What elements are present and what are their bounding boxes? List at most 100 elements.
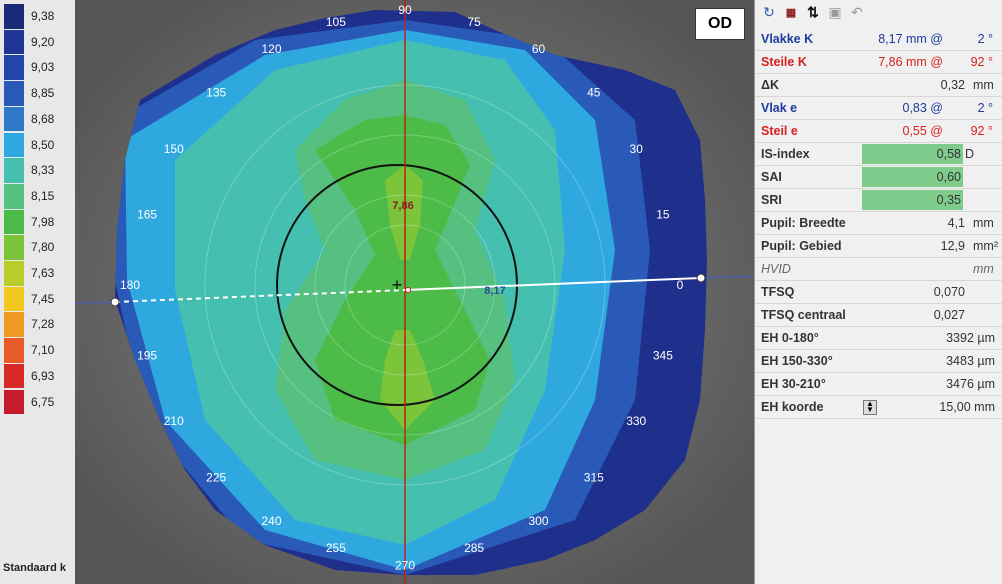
delta-k-row: ΔK 0,32 mm: [755, 74, 1002, 97]
scale-row: 9,20: [0, 29, 75, 56]
angle-label: 120: [261, 42, 281, 56]
eye-indicator: OD: [695, 8, 745, 40]
scale-value: 7,45: [31, 291, 55, 306]
vlakke-k-value: 8,17 mm @: [878, 32, 943, 46]
pupil-breedte-label: Pupil: Breedte: [761, 216, 846, 230]
reference-line-right: [700, 275, 754, 279]
undo-icon[interactable]: ↶: [851, 3, 863, 20]
scale-swatch: [4, 29, 24, 55]
scale-row: 7,10: [0, 338, 75, 364]
flat-axis-dashed: [114, 289, 406, 303]
scale-swatch: [4, 235, 24, 260]
angle-label: 225: [206, 471, 226, 485]
angle-label: 210: [164, 414, 184, 428]
is-index-indicator: [862, 144, 963, 164]
scale-swatch: [4, 55, 24, 81]
pupil-breedte-row: Pupil: Breedte 4,1 mm: [755, 212, 1002, 235]
angle-label: 240: [261, 514, 281, 528]
delta-k-value: 0,32: [940, 78, 965, 92]
scale-row: 8,15: [0, 183, 75, 210]
tfsq-centraal-label: TFSQ centraal: [761, 308, 846, 322]
angle-label: 60: [532, 42, 546, 56]
eh-150-330-row: EH 150-330° 3483 µm: [755, 350, 1002, 373]
pupil-gebied-label: Pupil: Gebied: [761, 239, 842, 253]
color-scale: 9,38 9,20 9,03 8,85 8,68 8,50 8,33 8,15 7,98 7,80…: [0, 0, 75, 584]
scale-value: 7,80: [31, 240, 55, 255]
tfsq-label: TFSQ: [761, 285, 795, 299]
axis-handle-left[interactable]: [110, 297, 120, 307]
scale-value: 9,20: [31, 34, 55, 49]
scale-value: 7,98: [31, 214, 55, 229]
topography-svg: + 7,86 8,17 9075604530150345330315300285…: [75, 0, 754, 584]
scale-value: 8,33: [31, 163, 55, 178]
vlak-e-label: Vlak e: [761, 101, 798, 115]
scale-swatch: [4, 158, 24, 183]
hvid-row: HVID mm: [755, 258, 1002, 281]
angle-label: 315: [584, 471, 604, 485]
pupil-gebied-unit: mm²: [973, 239, 998, 253]
tfsq-row: TFSQ 0,070: [755, 281, 1002, 304]
sai-indicator: [862, 167, 963, 187]
eh-30-210-row: EH 30-210° 3476 µm: [755, 373, 1002, 396]
pupil-breedte-value: 4,1: [947, 216, 965, 230]
scale-value: 6,75: [31, 394, 55, 409]
angle-label: 135: [206, 85, 226, 99]
scale-swatch: [4, 389, 24, 415]
sai-row: SAI 0,60: [755, 166, 1002, 189]
angle-label: 165: [137, 208, 157, 222]
vlak-e-angle: 2 °: [977, 101, 993, 115]
vlakke-k-row: Vlakke K 8,17 mm @ 2 °: [755, 28, 1002, 51]
scale-swatch: [4, 261, 24, 286]
is-index-value: 0,58: [936, 147, 961, 161]
angle-label: 150: [164, 142, 184, 156]
axis-center-point: [405, 287, 411, 293]
angle-label: 105: [326, 15, 346, 29]
steile-k-row: Steile K 7,86 mm @ 92 °: [755, 51, 1002, 74]
pupil-gebied-value: 12,9: [940, 239, 965, 253]
tfsq-centraal-row: TFSQ centraal 0,027: [755, 304, 1002, 327]
scale-swatch: [4, 209, 24, 235]
sri-indicator: [862, 190, 963, 210]
angle-label: 45: [587, 85, 601, 99]
save-icon[interactable]: ▣: [828, 3, 842, 20]
scale-row: 6,75: [0, 389, 75, 416]
sort-icon[interactable]: ⇅: [807, 3, 819, 20]
eh-30-210-value: 3476 µm: [946, 377, 995, 391]
angle-label: 90: [398, 3, 412, 17]
steile-k-value: 7,86 mm @: [878, 55, 943, 69]
scale-row: 7,98: [0, 209, 75, 236]
scale-swatch: [4, 81, 24, 106]
angle-label: 15: [656, 208, 670, 222]
steil-e-value: 0,55 @: [902, 124, 944, 138]
sri-value: 0,35: [936, 193, 961, 207]
angle-label: 285: [464, 541, 484, 555]
scale-row: 7,80: [0, 235, 75, 261]
tfsq-centraal-value: 0,027: [933, 308, 965, 322]
angle-label: 0: [677, 278, 684, 292]
scale-swatch: [4, 312, 24, 338]
is-index-unit: D: [965, 147, 975, 161]
scale-row: 9,03: [0, 55, 75, 81]
calendar-icon[interactable]: ▦: [785, 6, 797, 19]
scale-row: 7,63: [0, 261, 75, 287]
angle-label: 180: [120, 278, 140, 292]
scale-swatch: [4, 132, 24, 158]
scale-type-label[interactable]: Standaard k: [3, 562, 66, 574]
center-cross: +: [392, 275, 403, 295]
topography-map[interactable]: + 7,86 8,17 90 75 60 45 30 15 0 345 330 315 300 285…: [75, 0, 754, 584]
scale-swatch: [4, 106, 24, 132]
vlakke-k-angle: 2 °: [977, 32, 993, 46]
scale-row: 8,68: [0, 106, 75, 133]
eh-150-330-label: EH 150-330°: [761, 354, 833, 368]
scale-row: 8,85: [0, 81, 75, 107]
scale-swatch: [4, 286, 24, 312]
hvid-unit: mm: [973, 262, 994, 276]
eh-koorde-label: EH koorde: [761, 400, 824, 414]
steil-e-row: Steil e 0,55 @ 92 °: [755, 120, 1002, 143]
eh-koorde-value: 15,00 mm: [939, 400, 995, 414]
axis-handle-right[interactable]: [696, 273, 706, 283]
is-index-label: IS-index: [761, 147, 810, 161]
eh-koorde-spinner[interactable]: ▲ ▼: [863, 400, 877, 415]
angle-label: 345: [653, 348, 673, 362]
refresh-icon[interactable]: ↻: [763, 3, 775, 20]
